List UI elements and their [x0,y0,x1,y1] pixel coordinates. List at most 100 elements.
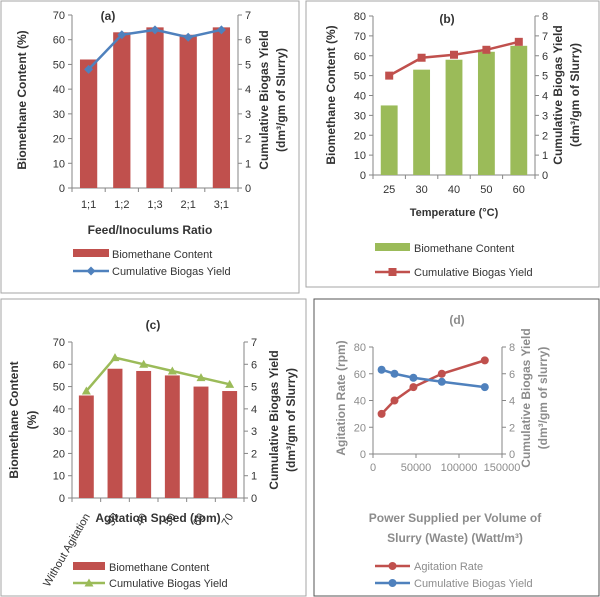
panel-c-right-tick-label: 6 [251,359,257,371]
panel-c-cumulative-biogas-yield-point [225,379,235,388]
panel-b-category-label: 60 [513,184,525,196]
panel-d-x-tick-label: 0 [370,462,376,474]
panel-b-category-label: 40 [448,184,460,196]
panel-c-left-axis-title-line2: (%) [25,411,39,430]
panel-a-left-tick-label: 60 [53,35,65,47]
panel-b-left-tick-label: 20 [354,130,366,142]
panel-b-left-tick-label: 50 [354,71,366,83]
panel-c-cumulative-biogas-yield-point [196,373,206,382]
panel-a-left-tick-label: 10 [53,158,65,170]
panel-b-left-tick-label: 60 [354,51,366,63]
panel-c-cumulative-biogas-yield-point [167,366,177,375]
panel-c-right-tick-label: 7 [251,337,257,349]
panel-c-left-tick-label: 60 [53,359,65,371]
panel-d-right-tick-label: 2 [509,422,515,434]
panel-d-label: (d) [449,313,464,327]
panel-d-agitation-rate-point [377,409,386,418]
panel-d-legend-swatch-marker [388,579,397,587]
panel-c-category-label: 30 [105,512,122,529]
panel-d-cumulative-biogas-yield-point [409,373,418,382]
panel-a-category-label: 1;1 [81,199,96,211]
panel-c-cumulative-biogas-yield-line [85,356,230,392]
panel-a-right-tick-label: 3 [245,109,251,121]
panel-d-cumulative-biogas-yield-point [437,377,446,386]
panel-c-bar [164,375,180,498]
panel-b-bar [510,45,528,175]
panel-c-right-tick-label: 4 [251,404,257,416]
panel-c-label: (c) [146,318,161,332]
panel-a-legend-swatch-marker [86,266,96,276]
panel-c-legend-swatch-bar [73,562,105,570]
panel-a-left-tick-label: 0 [59,183,65,195]
panel-d-cumulative-biogas-yield-point [377,365,386,374]
panel-b-right-tick-label: 2 [542,130,548,142]
panel-a-x-axis-title: Feed/Inoculums Ratio [88,223,213,237]
panel-a-right-axis-title-line2: (dm³/gm of Slurry) [274,48,288,152]
panel-c-x-axis-title: Agitation Speed (rpm) [95,511,220,525]
panel-c-left-tick-label: 20 [53,448,65,460]
panel-b-left-tick-label: 30 [354,110,366,122]
panel-c-right-tick-label: 1 [251,471,257,483]
panel-a-bar [212,27,231,188]
panel-d-left-tick-label: 80 [354,342,366,354]
panel-b-legend-label: Cumulative Biogas Yield [414,267,533,279]
panel-b-right-tick-label: 6 [542,51,548,63]
panel-d-x-tick-label: 100000 [441,462,478,474]
panel-b-right-tick-label: 8 [542,11,548,23]
panel-d-x-tick-label: 50000 [401,462,432,474]
panel-a-category-label: 3;1 [214,199,229,211]
panel-a-cumulative-biogas-yield-point [150,25,160,35]
panel-b-left-tick-label: 40 [354,91,366,103]
panel-c-category-label: 50 [162,512,179,529]
panel-d-left-tick-label: 20 [354,422,366,434]
panel-a-bar [146,27,164,188]
panel-b-right-axis-title-line2: (dm³/gm of Slurry) [568,43,582,147]
panel-d-left-tick-label: 0 [360,449,366,461]
panel-a-right-tick-label: 7 [245,10,251,22]
panel-b-right-axis-title: Cumulative Biogas Yield [551,25,565,164]
panel-a-right-tick-label: 1 [245,158,251,170]
panel-c-bar [193,386,209,498]
panel-a-left-tick-label: 70 [53,10,65,22]
panel-b-category-label: 25 [383,184,395,196]
panel-a-cumulative-biogas-yield-point [216,25,226,35]
panel-b-left-tick-label: 0 [360,170,366,182]
panel-b-right-tick-label: 4 [542,91,548,103]
panel-b-right-tick-label: 5 [542,71,548,83]
panel-b-legend-swatch-marker [388,268,397,276]
panel-a-left-tick-label: 50 [53,59,65,71]
panel-a-right-tick-label: 2 [245,134,251,146]
panel-d-x-axis-title-line2: Slurry (Waste) (Watt/m³) [387,531,523,545]
panel-d-right-tick-label: 0 [509,449,515,461]
panel-c-frame [0,298,307,597]
panel-a-bar [113,32,131,188]
panel-c-right-axis-title-line2: (dm³/gm of Slurry) [284,368,298,472]
panel-d-x-axis-title: Power Supplied per Volume of [369,511,542,525]
panel-b-cumulative-biogas-yield-point [482,45,491,54]
panel-c-cumulative-biogas-yield-point [139,359,149,368]
panel-d-agitation-rate-point [390,396,399,405]
panel-a-label: (a) [101,9,116,23]
panel-a-right-axis-title: Cumulative Biogas Yield [257,30,271,169]
panel-a-category-label: 2;1 [181,199,196,211]
panel-d-legend-label: Agitation Rate [414,561,483,573]
panel-a-cumulative-biogas-yield-point [84,64,94,74]
panel-b-right-tick-label: 3 [542,110,548,122]
panel-d-x-tick-label: 150000 [484,462,521,474]
panel-c-left-tick-label: 10 [53,471,65,483]
panel-d-right-tick-label: 8 [509,342,515,354]
panel-a-cumulative-biogas-yield-point [117,30,127,40]
panel-d-right-axis-title: Cumulative Biogas Yield [519,328,533,467]
panel-b-right-tick-label: 1 [542,150,548,162]
panel-a-legend-swatch-bar [73,249,109,257]
panel-a-legend-label: Biomethane Content [112,249,212,261]
panel-b-cumulative-biogas-yield-point [514,37,523,46]
panel-b-right-tick-label: 0 [542,170,548,182]
panel-a-left-tick-label: 30 [53,109,65,121]
panel-d-left-tick-label: 60 [354,369,366,381]
panel-d-cumulative-biogas-yield-point [390,369,399,378]
panel-b-left-axis-title: Biomethane Content (%) [324,25,338,164]
panel-c-right-tick-label: 2 [251,448,257,460]
panel-d-legend-label: Cumulative Biogas Yield [414,578,533,590]
